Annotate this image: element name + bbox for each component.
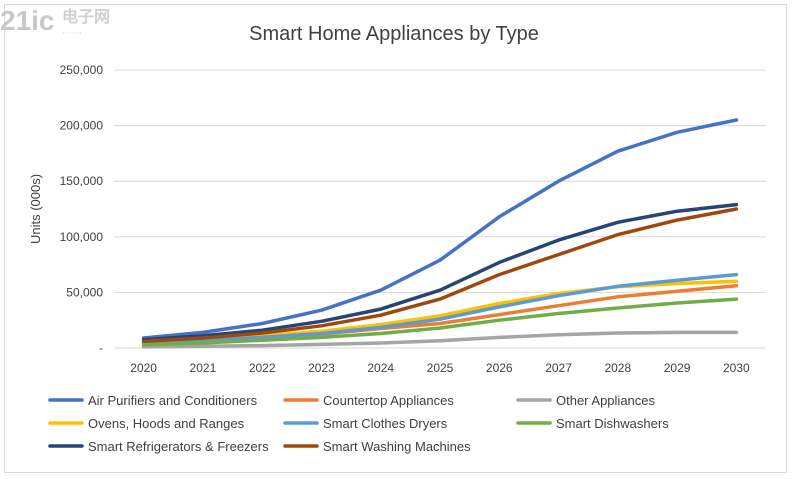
x-tick-label: 2030 [723,361,750,375]
y-tick-label: 150,000 [60,174,104,188]
series-lines [141,118,739,349]
series-line-6 [141,297,739,347]
x-tick-label: 2028 [604,361,631,375]
legend-label: Ovens, Hoods and Ranges [88,416,245,431]
y-tick-label: 100,000 [60,230,104,244]
legend-label: Smart Refrigerators & Freezers [88,439,269,454]
legend-label: Smart Dishwashers [556,416,669,431]
x-tick-labels: 2020 2021 2022 2023 2024 2025 2026 2027 2028 2029… [130,361,750,375]
legend-label: Countertop Appliances [323,393,454,408]
legend-label: Smart Clothes Dryers [323,416,448,431]
x-tick-label: 2022 [249,361,276,375]
x-tick-label: 2029 [664,361,691,375]
21ic-logo-watermark: 21ic 电子网 ······· [0,5,110,39]
y-axis-label: Units (000s) [28,174,43,244]
series-line-3 [141,330,739,349]
legend-label: Smart Washing Machines [323,439,471,454]
grid-lines [114,69,766,349]
x-tick-label: 2023 [308,361,335,375]
y-tick-label: - [99,341,103,355]
series-line-5 [141,272,739,345]
svg-text:21ic: 21ic [0,5,55,36]
y-tick-label: 50,000 [66,285,103,299]
svg-text:电子网: 电子网 [62,7,110,26]
chart-title: Smart Home Appliances by Type [249,23,539,45]
x-tick-label: 2024 [367,361,394,375]
legend: Air Purifiers and Conditioners Countertop… [48,393,669,454]
series-line-7 [141,202,739,342]
x-tick-label: 2027 [545,361,572,375]
y-tick-label: 200,000 [60,119,104,133]
y-tick-label: 250,000 [60,63,104,77]
svg-text:·······: ······· [62,29,82,39]
y-tick-labels: - 50,000 100,000 150,000 200,000 250,000 [60,63,104,355]
x-tick-label: 2020 [130,361,157,375]
x-tick-label: 2025 [427,361,454,375]
chart-frame [4,4,787,473]
series-line-1 [141,118,739,340]
x-tick-label: 2021 [190,361,217,375]
x-tick-label: 2026 [486,361,513,375]
legend-label: Air Purifiers and Conditioners [88,393,258,408]
series-line-8 [141,207,739,344]
legend-label: Other Appliances [556,393,656,408]
